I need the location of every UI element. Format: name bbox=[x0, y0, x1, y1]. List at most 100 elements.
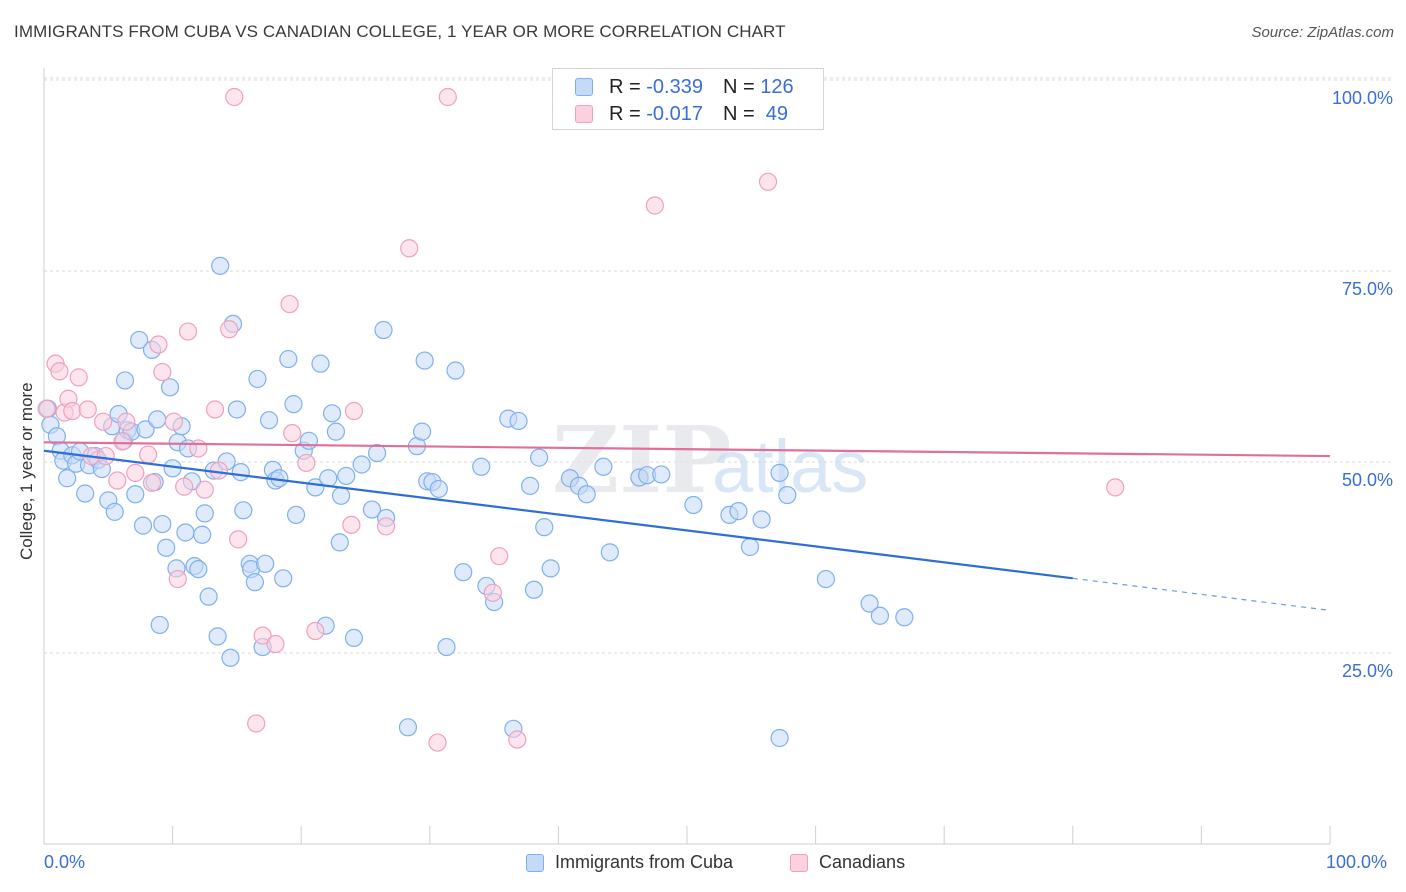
point-canadians bbox=[483, 583, 502, 602]
point-canadians bbox=[344, 401, 364, 421]
legend-n-value: 126 bbox=[760, 75, 794, 98]
point-cuba bbox=[374, 320, 393, 340]
point-cuba bbox=[600, 543, 619, 562]
point-canadians bbox=[490, 547, 509, 566]
point-cuba bbox=[415, 351, 434, 370]
series-legend: Immigrants from Cuba Canadians bbox=[0, 852, 1406, 878]
point-cuba bbox=[530, 448, 549, 467]
point-cuba bbox=[860, 594, 879, 613]
point-canadians bbox=[63, 401, 82, 421]
point-cuba bbox=[148, 410, 167, 429]
point-canadians bbox=[108, 471, 127, 490]
point-cuba bbox=[770, 728, 789, 748]
point-canadians bbox=[113, 432, 132, 451]
point-cuba bbox=[279, 349, 298, 369]
chart-title: IMMIGRANTS FROM CUBA VS CANADIAN COLLEGE… bbox=[14, 22, 786, 41]
point-cuba bbox=[150, 615, 169, 635]
point-cuba bbox=[446, 361, 465, 380]
point-canadians bbox=[69, 368, 88, 387]
point-canadians bbox=[220, 320, 239, 339]
point-canadians bbox=[139, 445, 158, 464]
point-canadians bbox=[428, 733, 447, 752]
point-canadians bbox=[94, 412, 113, 431]
point-canadians bbox=[149, 335, 168, 354]
point-canadians bbox=[175, 477, 194, 496]
point-canadians bbox=[229, 530, 248, 549]
point-cuba bbox=[895, 608, 914, 627]
point-cuba bbox=[362, 500, 382, 519]
x-tick-label-min: 0.0% bbox=[44, 852, 86, 872]
point-cuba bbox=[234, 501, 253, 520]
point-cuba bbox=[133, 516, 153, 535]
point-canadians bbox=[253, 626, 272, 645]
point-cuba bbox=[136, 420, 155, 439]
legend-n-label: N = bbox=[722, 102, 755, 125]
point-cuba bbox=[437, 637, 456, 657]
point-canadians bbox=[400, 239, 419, 258]
correlation-legend: R = -0.339 N = 126 R = -0.017 N = 49 bbox=[552, 68, 824, 130]
point-cuba bbox=[193, 525, 212, 544]
point-cuba bbox=[286, 505, 306, 525]
point-canadians bbox=[247, 714, 266, 733]
point-cuba bbox=[199, 587, 218, 606]
point-cuba bbox=[76, 484, 95, 503]
point-cuba bbox=[594, 457, 613, 476]
y-tick-label: 25.0% bbox=[1342, 661, 1393, 681]
point-cuba bbox=[311, 354, 330, 373]
point-cuba bbox=[189, 560, 208, 579]
point-cuba bbox=[684, 495, 703, 515]
point-cuba bbox=[778, 485, 797, 505]
y-tick-label: 75.0% bbox=[1342, 279, 1393, 299]
point-cuba bbox=[105, 502, 124, 521]
point-cuba bbox=[521, 476, 540, 495]
point-cuba bbox=[211, 256, 230, 275]
point-canadians bbox=[342, 515, 361, 534]
point-cuba bbox=[153, 514, 172, 534]
y-tick-label: 100.0% bbox=[1332, 88, 1393, 108]
point-canadians bbox=[508, 730, 527, 749]
legend-r-label: R = bbox=[609, 102, 641, 125]
legend-label-cuba: Immigrants from Cuba bbox=[555, 852, 734, 872]
legend-r-label: R = bbox=[609, 75, 641, 98]
point-canadians bbox=[225, 87, 244, 107]
legend-n-label: N = bbox=[722, 75, 755, 98]
point-canadians bbox=[37, 399, 56, 418]
point-cuba bbox=[245, 573, 265, 592]
point-cuba bbox=[326, 422, 346, 441]
point-canadians bbox=[297, 453, 316, 473]
point-canadians bbox=[266, 634, 285, 654]
trend-line-canadians bbox=[43, 441, 1331, 458]
point-canadians bbox=[126, 463, 145, 482]
legend-n-value: 49 bbox=[765, 102, 789, 125]
y-tick-labels: 25.0% 50.0% 75.0% 100.0% bbox=[1332, 88, 1393, 681]
point-cuba bbox=[729, 501, 748, 521]
trend-line-cuba-extension bbox=[1072, 577, 1331, 612]
point-cuba bbox=[221, 648, 240, 667]
point-canadians bbox=[438, 87, 457, 107]
point-cuba bbox=[509, 411, 528, 431]
point-canadians bbox=[117, 412, 136, 431]
axes bbox=[43, 68, 1331, 845]
point-cuba bbox=[322, 404, 342, 423]
point-canadians bbox=[142, 473, 162, 492]
point-cuba bbox=[412, 422, 432, 441]
point-cuba bbox=[740, 537, 760, 557]
point-cuba bbox=[208, 627, 227, 646]
point-cuba bbox=[770, 463, 789, 482]
point-cuba bbox=[284, 395, 303, 414]
point-canadians bbox=[168, 569, 187, 589]
point-cuba bbox=[259, 411, 279, 430]
trend-lines bbox=[43, 441, 1331, 612]
legend-r-value: -0.017 bbox=[646, 102, 703, 125]
source-label: Source: ZipAtlas.com bbox=[1251, 24, 1394, 41]
point-canadians bbox=[189, 439, 208, 458]
legend-swatch-cuba bbox=[526, 853, 544, 872]
point-canadians bbox=[178, 322, 198, 341]
point-cuba bbox=[535, 518, 554, 537]
trend-line-cuba bbox=[43, 449, 1073, 580]
point-cuba bbox=[344, 628, 364, 648]
legend-row-canadians: R = -0.017 N = 49 bbox=[575, 102, 788, 126]
point-cuba bbox=[126, 485, 145, 504]
point-canadians bbox=[153, 362, 172, 382]
